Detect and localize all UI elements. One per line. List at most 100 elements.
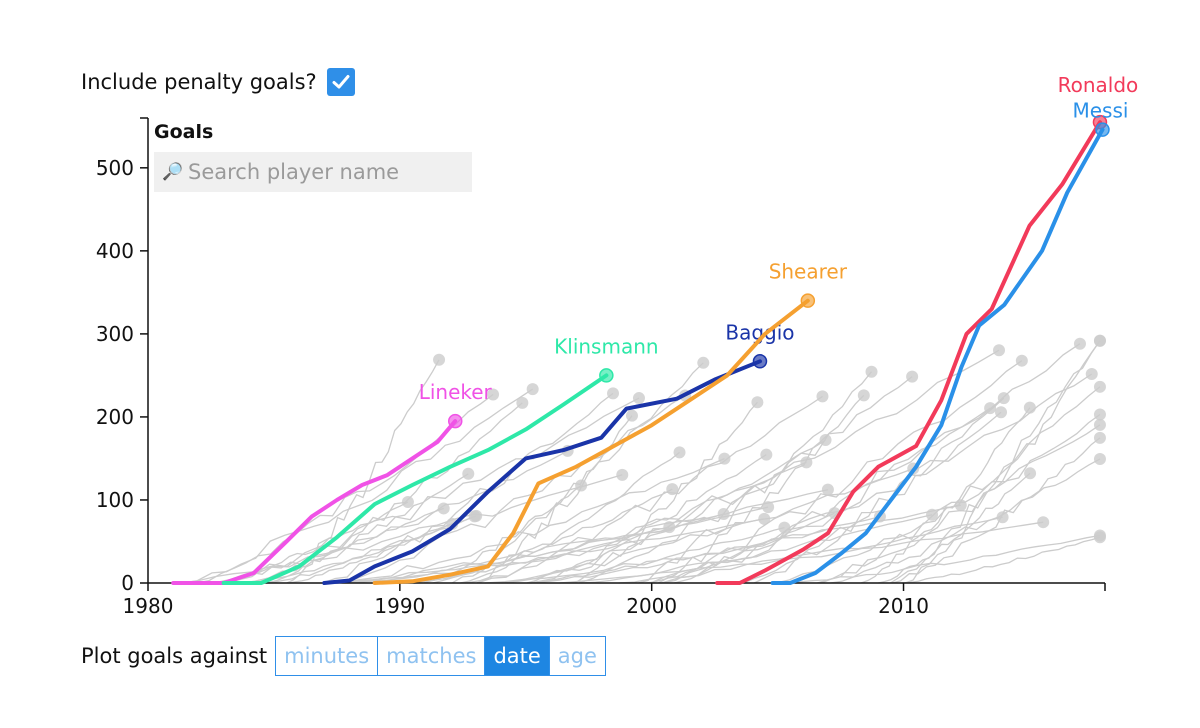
series-label-messi: Messi [1072,99,1128,123]
y-axis-label: Goals [154,121,213,143]
background-line [529,439,826,584]
series-line-klinsmann [221,373,609,585]
background-end-dot [1015,354,1028,367]
background-line [265,515,475,584]
background-line [638,371,873,584]
background-end-dot [462,467,475,480]
background-end-dot [800,456,813,469]
background-line [343,458,725,584]
background-line [216,397,640,584]
background-line [674,343,1081,584]
background-line [821,413,1101,584]
background-end-dot [1093,380,1106,393]
background-line [754,397,1005,584]
background-end-dot [816,390,829,403]
search-input[interactable] [188,160,458,184]
plot-option-minutes[interactable]: minutes [276,637,379,675]
background-line [775,424,1101,584]
background-end-dot [760,448,773,461]
plot-option-age[interactable]: age [549,637,605,675]
penalty-checkbox[interactable] [326,68,355,96]
background-end-dot [819,434,832,447]
series-end-dot-messi[interactable] [1095,122,1110,137]
y-tick-label: 500 [96,156,134,180]
series-label-lineker: Lineker [419,380,493,404]
background-end-dot [865,365,878,378]
background-end-dot [1093,408,1106,421]
background-line [529,526,785,584]
axes: 0 100 200 300 400 500 1980 1990 2000 2010 [96,117,1106,618]
series-label-ronaldo: Ronaldo [1058,73,1139,97]
y-tick-label: 400 [96,239,134,263]
background-line [531,515,881,584]
series-line-baggio [322,359,762,585]
series-line-shearer [372,298,810,585]
background-line [182,388,534,584]
plot-against-label: Plot goals against [81,644,268,668]
background-line [485,504,961,584]
background-end-dot [625,409,638,422]
background-line [891,437,1101,584]
background-line [830,458,1101,584]
background-end-dot [857,389,870,402]
background-end-dot [1023,401,1036,414]
background-end-dot [1085,368,1098,381]
penalty-toggle: Include penalty goals? [81,68,355,96]
series-line-lineker [171,419,458,585]
background-line [890,340,1101,584]
background-line [337,506,769,584]
background-end-dot [468,510,481,523]
background-end-dot [1093,531,1106,544]
background-line [342,394,686,584]
background-line [286,359,440,584]
background-end-dot [616,468,629,481]
x-tick-label: 1980 [123,594,174,618]
plot-against-options: minutes matches date age [275,636,606,676]
background-line [901,536,1101,584]
y-tick-label: 300 [96,322,134,346]
search-box: 🔎 [154,152,472,192]
check-icon [332,75,350,89]
background-end-dot [666,483,679,496]
background-end-dot [762,501,775,514]
series-end-dot-shearer[interactable] [800,293,816,308]
background-end-dot [437,502,450,515]
background-end-dot [717,508,730,521]
background-end-dot [997,392,1010,405]
series-end-dot-lineker[interactable] [447,413,463,429]
background-line [477,395,823,584]
background-line [904,340,1101,584]
series-line-ronaldo [715,120,1102,585]
plot-option-date[interactable]: date [485,637,550,675]
background-end-dot [995,406,1008,419]
background-end-dot [718,452,731,465]
background-line [501,467,914,584]
background-end-dot [1037,516,1050,529]
background-line [347,518,765,584]
background-end-dot [526,383,539,396]
background-line [860,407,1031,584]
background-end-dot [607,387,620,400]
background-end-dot [1093,334,1106,347]
background-end-dot [993,344,1006,357]
y-tick-label: 0 [121,571,134,595]
x-tick-label: 2010 [878,594,929,618]
highlighted-series: LinekerKlinsmannBaggioShearerRonaldoMess… [171,73,1139,585]
background-end-dot [673,446,686,459]
background-end-dot [487,388,500,401]
background-end-dot [401,496,414,509]
background-line [465,461,807,584]
series-end-dot-klinsmann[interactable] [599,368,614,383]
series-label-shearer: Shearer [769,260,848,284]
plot-option-matches[interactable]: matches [378,637,486,675]
background-line [241,450,569,584]
y-tick-label: 100 [96,488,134,512]
series-end-dot-baggio[interactable] [752,354,768,369]
background-line [650,360,1023,584]
background-end-dot [996,511,1009,524]
background-line [817,386,1101,584]
background-end-dot [778,521,791,534]
background-end-dot [433,353,446,366]
background-line [322,392,614,584]
background-line [574,401,758,584]
